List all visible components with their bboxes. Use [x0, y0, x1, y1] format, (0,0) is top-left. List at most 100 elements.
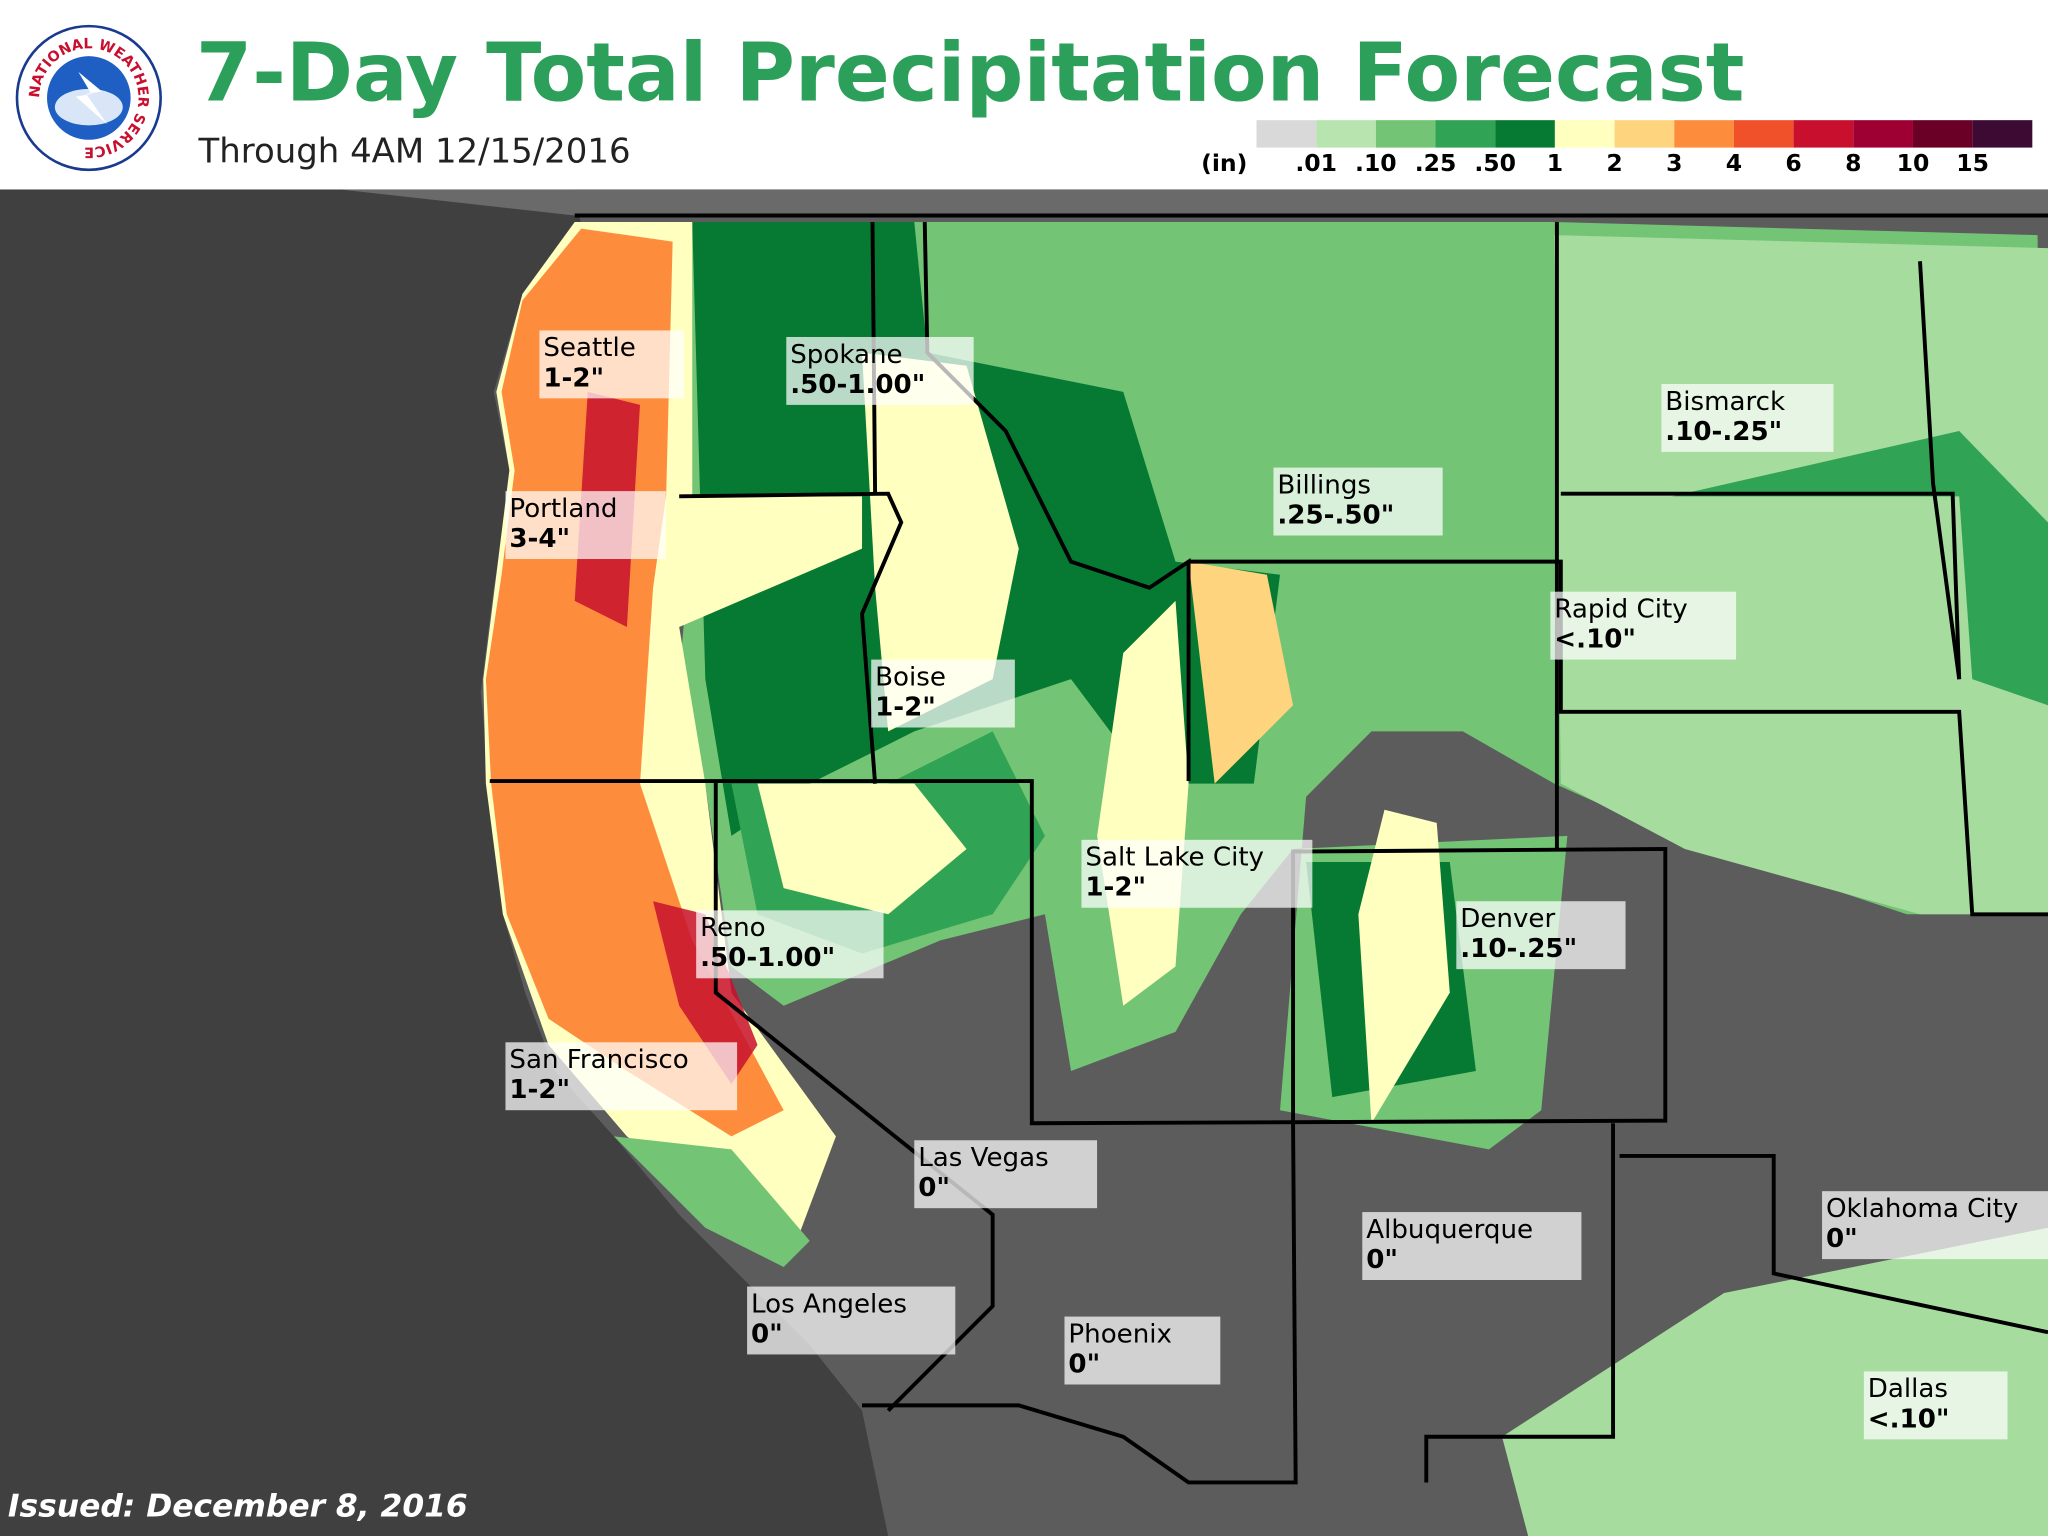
city-label: Spokane.50-1.00"	[786, 336, 974, 405]
city-label: Denver.10-.25"	[1456, 901, 1626, 970]
city-name: Seattle	[543, 333, 635, 363]
legend: .01 .10 .25 .50 1 2 3 4 6 8 10 15	[1256, 120, 2033, 177]
legend-label: 1	[1547, 149, 1563, 177]
city-label: Rapid City<.10"	[1550, 591, 1737, 660]
city-name: Phoenix	[1068, 1319, 1172, 1349]
city-amount: <.10"	[1868, 1404, 1950, 1434]
legend-swatch	[1972, 120, 2033, 148]
precip-coast-orange	[485, 228, 784, 1137]
legend-swatch	[1793, 120, 1854, 148]
city-label: Billings.25-.50"	[1273, 467, 1443, 536]
city-name: Billings	[1277, 470, 1371, 500]
label-box	[1661, 384, 1834, 452]
legend-label: 10	[1897, 149, 1930, 177]
legend-swatch	[1853, 120, 1913, 148]
city-name: Las Vegas	[918, 1143, 1049, 1173]
city-amount: 1-2"	[1085, 873, 1146, 903]
city-amount: 0"	[1068, 1349, 1100, 1379]
label-box	[747, 1286, 956, 1355]
label-box	[505, 491, 666, 560]
city-label: Reno.50-1.00"	[696, 910, 884, 979]
city-labels: Seattle1-2"Spokane.50-1.00"Portland3-4"B…	[505, 330, 2048, 1440]
label-box	[786, 336, 974, 405]
city-name: Dallas	[1868, 1374, 1948, 1404]
legend-label: 3	[1666, 149, 1682, 177]
label-box	[871, 659, 1015, 728]
city-amount: .50-1.00"	[700, 943, 835, 973]
city-name: Los Angeles	[751, 1289, 907, 1319]
city-amount: <.10"	[1554, 625, 1636, 655]
city-amount: 0"	[1366, 1245, 1398, 1275]
legend-unit: (in)	[1201, 149, 1247, 177]
city-name: Rapid City	[1554, 594, 1687, 624]
city-name: Salt Lake City	[1085, 843, 1264, 873]
legend-swatch	[1375, 120, 1436, 148]
title: 7-Day Total Precipitation Forecast	[196, 26, 1745, 120]
label-box	[1273, 467, 1443, 536]
legend-label: 8	[1845, 149, 1861, 177]
label-box	[1081, 839, 1313, 908]
legend-swatch	[1733, 120, 1794, 148]
legend-label: 4	[1726, 149, 1742, 177]
legend-swatch	[1256, 120, 1317, 148]
city-label: Bismarck.10-.25"	[1661, 384, 1834, 452]
map: Seattle1-2"Spokane.50-1.00"Portland3-4"B…	[0, 189, 2048, 1536]
header-bg	[0, 0, 2048, 190]
legend-swatch	[1614, 120, 1675, 148]
legend-swatch	[1435, 120, 1496, 148]
label-box	[914, 1140, 1098, 1209]
city-name: Albuquerque	[1366, 1215, 1533, 1245]
legend-label: .01	[1295, 149, 1337, 177]
precip-nv2	[757, 783, 967, 915]
city-amount: 1-2"	[875, 692, 936, 722]
city-name: Bismarck	[1665, 387, 1786, 417]
legend-swatch	[1316, 120, 1376, 148]
legend-label: 2	[1606, 149, 1622, 177]
city-amount: 1-2"	[543, 363, 604, 393]
legend-label: 15	[1956, 149, 1989, 177]
legend-swatch	[1674, 120, 1734, 148]
city-name: Boise	[875, 662, 946, 692]
legend-label: .10	[1355, 149, 1397, 177]
city-name: Oklahoma City	[1826, 1194, 2018, 1224]
city-name: Reno	[700, 913, 766, 943]
city-amount: 3-4"	[509, 524, 570, 554]
legend-swatch	[1495, 120, 1555, 148]
label-box	[505, 1042, 738, 1111]
city-label: Dallas<.10"	[1863, 1371, 2008, 1440]
city-name: Portland	[509, 494, 617, 524]
city-name: Denver	[1460, 904, 1555, 934]
label-box	[539, 330, 685, 399]
city-amount: .25-.50"	[1277, 500, 1394, 530]
city-amount: 0"	[1826, 1224, 1858, 1254]
legend-label: 6	[1785, 149, 1801, 177]
legend-swatch	[1912, 120, 1973, 148]
city-name: Spokane	[790, 340, 902, 370]
precip-mid	[1671, 431, 2048, 706]
legend-swatch	[1554, 120, 1615, 148]
issued-date: Issued: December 8, 2016	[8, 1488, 468, 1524]
city-amount: 0"	[751, 1319, 783, 1349]
label-box	[1064, 1316, 1221, 1385]
precip-id	[862, 352, 1019, 732]
city-amount: .50-1.00"	[790, 370, 925, 400]
precip-sierra-red	[653, 901, 758, 1085]
city-amount: 0"	[918, 1173, 950, 1203]
subtitle: Through 4AM 12/15/2016	[198, 131, 631, 171]
nws-logo: NATIONAL WEATHER SERVICE	[15, 24, 162, 172]
label-box	[1456, 901, 1626, 970]
label-box	[1550, 591, 1737, 660]
label-box	[696, 910, 884, 979]
precip-co-high	[1358, 809, 1450, 1124]
label-box	[1863, 1371, 2008, 1440]
